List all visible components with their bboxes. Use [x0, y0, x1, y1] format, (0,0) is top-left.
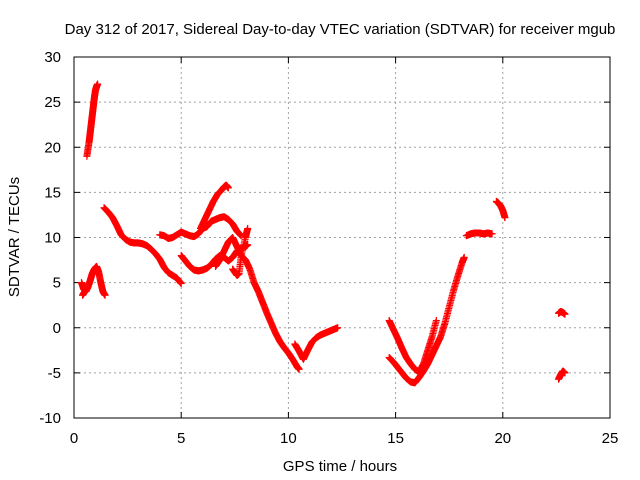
data-points [78, 80, 569, 387]
data-point [83, 282, 91, 290]
y-tick-label: 0 [53, 320, 61, 337]
y-axis-label: SDTVAR / TECUs [6, 177, 23, 297]
y-tick-label: 25 [44, 94, 61, 111]
y-tick-label: -10 [39, 410, 61, 427]
data-point [488, 230, 496, 238]
data-point [501, 214, 509, 222]
x-axis-label: GPS time / hours [283, 458, 397, 475]
data-point [101, 291, 109, 299]
data-point [561, 369, 569, 377]
x-tick-label: 10 [280, 430, 297, 447]
y-tick-label: 20 [44, 139, 61, 156]
data-point [224, 184, 232, 192]
data-point [177, 280, 185, 288]
data-point [94, 80, 102, 88]
y-tick-label: 5 [53, 275, 61, 292]
data-point [432, 317, 440, 325]
data-point [295, 365, 303, 373]
x-tick-label: 0 [70, 430, 78, 447]
x-tick-label: 25 [602, 430, 619, 447]
axis-ticks: 0 5 10 15 20 25 -10 -5 0 5 10 15 20 25 30 [39, 49, 618, 447]
y-tick-label: 30 [44, 49, 61, 66]
data-point [244, 224, 252, 232]
data-point [334, 324, 342, 332]
chart-title: Day 312 of 2017, Sidereal Day-to-day VTE… [65, 21, 616, 38]
y-tick-label: -5 [48, 365, 61, 382]
y-tick-label: 15 [44, 184, 61, 201]
x-tick-label: 5 [177, 430, 185, 447]
x-tick-label: 15 [387, 430, 404, 447]
x-tick-label: 20 [494, 430, 511, 447]
data-point [561, 310, 569, 318]
y-tick-label: 10 [44, 230, 61, 247]
data-point [460, 253, 468, 261]
grid-lines [74, 57, 610, 418]
